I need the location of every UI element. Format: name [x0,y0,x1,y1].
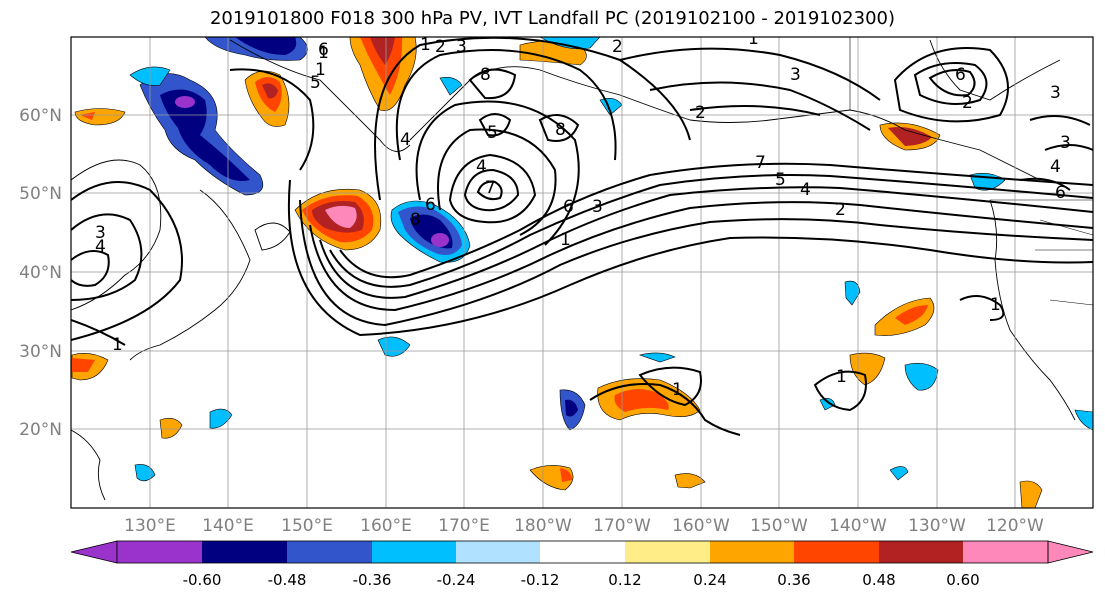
contour-label: 4 [476,157,487,177]
contour-label: 8 [555,120,566,140]
lon-label: 120°W [986,516,1044,536]
contour-label: 3 [790,65,801,85]
contour-label: 7 [755,153,766,173]
contour-label: 3 [95,223,106,243]
lat-label: 40°N [19,263,62,283]
contour-label: 6 [1055,183,1066,203]
contour-label: 2 [835,200,846,220]
lon-label: 130°W [908,516,966,536]
contour-label: 4 [95,237,106,257]
contour-label: 3 [1060,133,1071,153]
contour-label: 5 [487,123,498,143]
contour-label: 1 [315,60,326,80]
lon-label: 140°W [829,516,887,536]
colorbar-tick: -0.12 [521,571,560,589]
colorbar-segment [794,541,879,563]
colorbar-outline [116,540,1049,564]
colorbar-segment [117,541,202,563]
contour-label: 6 [955,65,966,85]
lat-label: 20°N [19,420,62,440]
lon-label: 140°E [202,516,254,536]
colorbar-tick: -0.24 [437,571,476,589]
contour-label: 6 [425,195,436,215]
colorbar-segment [372,541,456,563]
coastlines [71,39,1076,501]
contour-label: 1 [672,380,683,400]
lon-label: 170°W [593,516,651,536]
colorbar-segment [540,541,625,563]
map-frame [70,36,1094,509]
contour-label: 1 [990,295,1001,315]
lon-label: 170°E [438,516,490,536]
colorbar-tick: -0.48 [268,571,307,589]
contour-label: 1 [748,29,759,49]
contour-label: 5 [775,170,786,190]
lat-axis: 60°N 50°N 40°N 30°N 20°N [19,106,62,440]
contour-labels: 1 1 1 2 3 4 5 8 5 8 4 7 6 8 6 3 1 6 2 1 … [95,29,1071,400]
contour-label: 1 [560,230,571,250]
lon-label: 130°E [124,516,176,536]
lon-label: 150°E [281,516,333,536]
colorbar-tick: 0.24 [693,571,726,589]
borders [849,37,1093,306]
lon-label: 160°E [360,516,412,536]
map-title: 2019101800 F018 300 hPa PV, IVT Landfall… [209,8,896,29]
lon-label: 150°W [750,516,808,536]
lon-axis: 130°E 140°E 150°E 160°E 170°E 180°W 170°… [124,516,1044,536]
colorbar-segment [202,541,287,563]
contour-label: 1 [318,43,329,63]
colorbar-tick: 0.48 [862,571,895,589]
contour-label: 3 [592,197,603,217]
colorbar-tick: 0.60 [946,571,979,589]
ivt-contours [71,37,1093,436]
lat-label: 50°N [19,184,62,204]
contour-label: 2 [695,103,706,123]
lat-label: 60°N [19,106,62,126]
contour-label: 1 [420,35,431,55]
colorbar: -0.60 -0.48 -0.36 -0.24 -0.12 0.12 0.24 … [70,540,1094,589]
colorbar-tick: -0.36 [353,571,392,589]
colorbar-tick: 0.36 [777,571,810,589]
contour-label: 5 [310,73,321,93]
colorbar-segment [710,541,794,563]
contour-label: 3 [456,37,467,57]
colorbar-segment [625,541,710,563]
lat-label: 30°N [19,342,62,362]
colorbar-segment [963,541,1048,563]
contour-label: 6 [318,40,329,60]
contour-label: 4 [1050,157,1061,177]
contour-label: 2 [435,37,446,57]
colorbar-segment [456,541,540,563]
lon-label: 180°W [514,516,572,536]
colorbar-tick: 0.12 [608,571,641,589]
map-background [71,37,1093,508]
contour-label: 2 [612,37,623,57]
colorbar-segment [879,541,963,563]
contour-label: 8 [410,210,421,230]
contour-label: 3 [1050,83,1061,103]
contour-label: 7 [485,178,496,198]
contour-label: 1 [836,367,847,387]
contour-label: 4 [400,130,411,150]
contour-label: 1 [112,335,123,355]
contour-label: 4 [800,180,811,200]
lon-label: 160°W [672,516,730,536]
colorbar-extend-low [70,540,118,564]
contour-label: 6 [563,197,574,217]
colorbar-extend-high [1047,540,1094,564]
contour-label: 2 [962,93,973,113]
colorbar-segment [287,541,372,563]
contour-label: 8 [480,65,491,85]
colorbar-tick: -0.60 [183,571,222,589]
